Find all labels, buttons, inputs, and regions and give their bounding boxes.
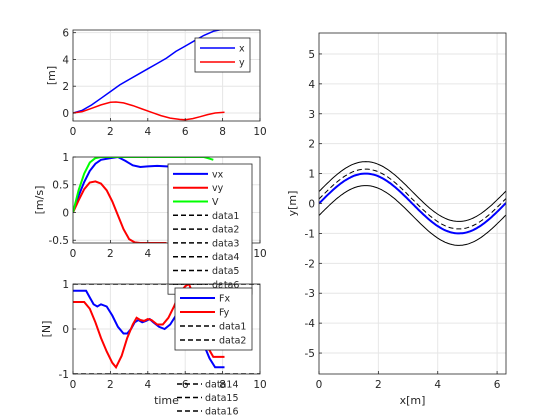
legend-label: data14 — [205, 380, 239, 391]
x-tick-label: 4 — [144, 379, 151, 391]
legend-3: Fx Fy data1 data2 — [174, 287, 253, 351]
y-tick-label: -0.5 — [49, 235, 70, 247]
series-group — [73, 157, 214, 243]
x-axis-label: x[m] — [400, 394, 426, 407]
legend-label: data1 — [212, 211, 239, 222]
legend-label: Fx — [219, 294, 230, 305]
y-axis-label: [N] — [40, 321, 53, 338]
y-tick-label: -5 — [305, 348, 315, 360]
y-tick-label: 3 — [308, 109, 315, 121]
x-tick-label: 0 — [70, 126, 77, 138]
legend-label: data16 — [205, 407, 239, 418]
legend-label: x — [239, 44, 245, 55]
series-line-curve-1 — [319, 185, 506, 246]
y-tick-label: -4 — [305, 318, 316, 330]
series-line-curve-3 — [319, 172, 506, 235]
series-group — [73, 30, 225, 121]
y-tick-label: 1 — [62, 279, 69, 291]
legend-label: data15 — [205, 393, 239, 404]
y-axis-label: [m] — [45, 66, 58, 85]
series-group — [319, 161, 506, 246]
y-tick-label: -1 — [305, 228, 315, 240]
y-tick-label: 0.5 — [52, 180, 69, 192]
y-axis-label: [m/s] — [33, 186, 46, 215]
legend-label: data6 — [212, 280, 239, 291]
x-tick-label: 8 — [219, 126, 226, 138]
y-tick-label: 2 — [308, 139, 315, 151]
legend-label: data3 — [212, 238, 239, 249]
plot-1: 0 2 4 6 8 10 0 2 4 6 [m] — [45, 28, 267, 138]
x-tick-label: 6 — [182, 379, 189, 391]
legend-label: data5 — [212, 266, 239, 277]
y-tick-label: 0 — [62, 324, 69, 336]
y-tick-label: 1 — [62, 152, 69, 164]
legend-label: y — [239, 58, 245, 69]
legend-label: vx — [212, 169, 224, 180]
x-tick-label: 10 — [253, 379, 266, 391]
y-tick-label: 0 — [62, 108, 69, 120]
y-tick-label: 5 — [308, 49, 315, 61]
x-tick-label: 2 — [107, 126, 114, 138]
y-tick-label: -1 — [59, 369, 69, 381]
y-tick-label: -3 — [305, 288, 315, 300]
x-tick-label: 10 — [253, 248, 266, 260]
y-tick-label: 1 — [308, 169, 315, 181]
x-tick-label: 2 — [375, 379, 382, 391]
legend-label: data2 — [212, 225, 239, 236]
legend-label: V — [212, 197, 219, 208]
y-tick-label: 0 — [62, 207, 69, 219]
x-tick-label: 2 — [107, 248, 114, 260]
legend-label: data2 — [219, 336, 246, 347]
x-tick-label: 10 — [253, 126, 266, 138]
series-line-V — [73, 157, 214, 213]
x-tick-label: 0 — [70, 379, 77, 391]
y-tick-label: -2 — [305, 258, 315, 270]
x-tick-label: 2 — [107, 379, 114, 391]
y-tick-label: 2 — [62, 81, 69, 93]
series-line-vx — [73, 157, 186, 213]
y-tick-label: 4 — [62, 54, 69, 66]
legend-label: data1 — [219, 322, 246, 333]
series-line-x — [73, 30, 223, 114]
axes-box — [72, 156, 261, 244]
legend-1: xy — [194, 37, 251, 73]
x-axis-label: time — [154, 394, 179, 407]
legend-label: Fy — [219, 308, 230, 319]
axes-box — [72, 29, 261, 122]
x-tick-label: 4 — [144, 248, 151, 260]
y-tick-label: 4 — [308, 79, 315, 91]
series-line-y — [73, 101, 225, 121]
legend-box — [194, 37, 251, 73]
series-line-vy — [73, 180, 167, 243]
series-line-curve-0 — [319, 161, 506, 222]
x-tick-label: 8 — [219, 379, 226, 391]
y-axis-label: y[m] — [286, 191, 299, 217]
x-tick-label: 4 — [144, 126, 151, 138]
legend-label: vy — [212, 183, 224, 194]
x-tick-label: 6 — [182, 126, 189, 138]
x-tick-label: 0 — [70, 248, 77, 260]
x-tick-label: 4 — [434, 379, 441, 391]
x-tick-label: 0 — [316, 379, 323, 391]
plot-4: 0 2 4 6 -5 -4 -3 -2 -1 0 1 2 3 4 5 y[m] x[m] — [286, 32, 507, 407]
series-line-curve-2 — [319, 168, 506, 230]
legend-overflow: data14 data15 data16 — [177, 380, 239, 418]
y-tick-label: 0 — [308, 199, 315, 211]
x-tick-label: 6 — [494, 379, 501, 391]
y-tick-label: 6 — [62, 28, 69, 40]
plot-3: 0 2 4 6 8 10-101[N]time — [40, 279, 267, 407]
legend-label: data4 — [212, 252, 239, 263]
